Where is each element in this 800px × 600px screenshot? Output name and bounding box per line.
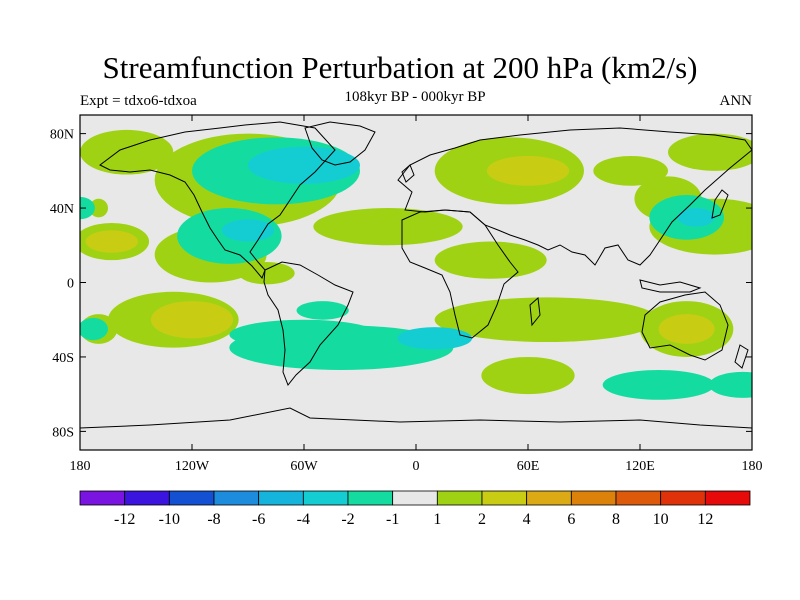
colorbar-swatch [481,490,528,506]
colorbar-swatch [124,490,170,506]
coast-madagascar [529,296,541,327]
coast-indonesia [639,279,702,293]
negative-anomaly-region [80,196,95,220]
positive-anomaly-region [668,133,752,171]
negative-anomaly-region [229,319,379,350]
experiment-label: Expt = tdxo6-tdxoa [80,93,197,109]
negative-anomaly-region [248,146,360,184]
positive-anomaly-region [434,241,547,279]
negative-anomaly-region [677,208,715,227]
positive-anomaly-region [313,208,463,246]
colorbar-label: 4 [523,511,531,528]
colorbar-label: 8 [612,511,620,528]
colorbar-label: -12 [114,511,135,528]
colorbar: -12 -10 -8 -6 -4 -2 -1 1 2 4 6 8 10 12 [79,490,751,528]
coastlines [80,121,752,429]
coast-new-zealand [734,344,749,369]
coast-north-america [99,121,336,279]
colorbar-label: 2 [478,511,486,528]
coast-antarctica [80,407,752,429]
colorbar-label: -4 [297,511,310,528]
colorbar-label: 12 [697,511,713,528]
season-label: ANN [719,93,753,109]
lon-tick-label: 60E [517,459,540,474]
lat-tick-label: 40S [52,351,74,366]
colorbar-label: -8 [207,511,220,528]
colorbar-swatch [347,490,394,506]
colorbar-label: -6 [252,511,265,528]
negative-anomaly-region [296,301,349,320]
negative-anomaly-region [602,369,715,400]
colorbar-swatch [168,490,215,506]
positive-anomaly-region [486,155,570,186]
coast-british-isles [401,164,415,183]
colorbar-swatch [213,490,260,506]
colorbar-swatch [392,490,438,506]
positive-anomaly-region [481,356,575,395]
colorbar-label: 6 [567,511,575,528]
lat-tick-label: 40N [50,202,74,217]
colorbar-swatch [302,490,349,506]
lon-tick-label: 120W [175,459,210,474]
colorbar-label: -1 [386,511,399,528]
lon-tick-label: 120E [625,459,655,474]
colorbar-label: -10 [159,511,180,528]
lon-tick-label: 180 [70,459,91,474]
lon-tick-label: 0 [413,459,420,474]
map-panel [79,114,753,451]
colorbar-swatch [570,490,617,506]
positive-anomaly-region [80,129,174,175]
positive-anomaly-region [89,198,108,218]
lon-tick-label: 180 [742,459,763,474]
positive-anomaly-region [238,262,295,285]
colorbar-swatch [615,490,662,506]
positive-anomaly-region [85,230,138,253]
lat-tick-label: 0 [67,277,74,292]
colorbar-swatch [436,490,483,506]
plot-title: Streamfunction Perturbation at 200 hPa (… [102,50,698,85]
positive-anomaly-region [150,301,234,339]
colorbar-swatch [79,490,126,506]
plot-subtitle: 108kyr BP - 000kyr BP [344,89,486,105]
colorbar-swatch [704,490,751,506]
coast-south-america [263,261,354,386]
colorbar-label: -2 [341,511,354,528]
streamfunction-field [80,129,752,400]
lon-tick-label: 60W [290,459,318,474]
colorbar-label: 10 [653,511,669,528]
negative-anomaly-region [709,371,752,398]
map-axes: 80N 40N 0 40S 80S 180 120W 60W 0 60E 120E 180 [50,115,763,474]
negative-anomaly-region [221,219,275,242]
lat-tick-label: 80S [52,425,74,440]
coast-greenland [304,121,376,166]
colorbar-swatch [660,490,706,506]
colorbar-swatch [526,490,572,506]
negative-anomaly-region [80,317,108,341]
negative-anomaly-region [397,327,472,350]
positive-anomaly-region [434,297,659,343]
coast-eurasia [397,127,752,266]
colorbar-swatch [258,490,304,506]
positive-anomaly-region [658,314,715,344]
colorbar-label: 1 [433,511,441,528]
positive-anomaly-region [593,155,669,186]
coast-japan [711,189,729,219]
coast-australia [641,291,729,361]
lat-tick-label: 80N [50,128,74,143]
